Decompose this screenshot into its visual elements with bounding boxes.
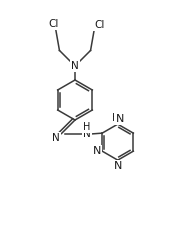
Text: H: H bbox=[112, 113, 120, 123]
Text: N: N bbox=[116, 114, 124, 124]
Text: Cl: Cl bbox=[94, 20, 104, 30]
Text: N: N bbox=[93, 146, 101, 156]
Text: Cl: Cl bbox=[48, 19, 59, 29]
Text: N: N bbox=[83, 129, 91, 139]
Text: N: N bbox=[71, 61, 79, 71]
Text: N: N bbox=[52, 133, 60, 143]
Text: N: N bbox=[114, 161, 122, 171]
Text: H: H bbox=[83, 122, 91, 132]
